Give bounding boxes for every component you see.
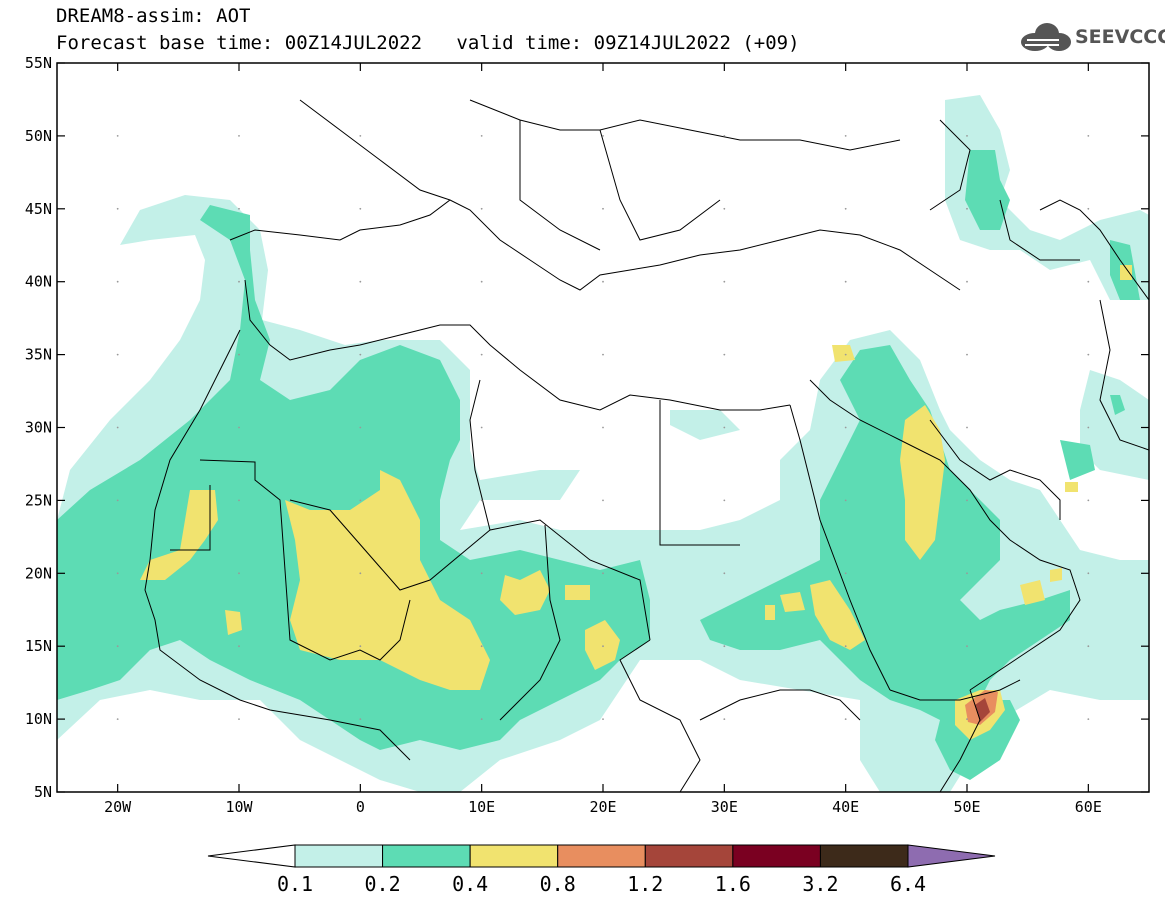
valid-time-label: valid time: 09Z14JUL2022 (+09) bbox=[456, 32, 800, 54]
lon-axis: 20W 10W 0 10E 20E 30E 40E 50E 60E bbox=[104, 63, 1102, 816]
colorbar-swatch bbox=[644, 844, 734, 868]
colorbar-swatch bbox=[819, 844, 909, 868]
country-borders bbox=[144, 99, 1149, 792]
lon-tick-label: 20E bbox=[589, 798, 616, 816]
colorbar-label: 1.6 bbox=[714, 872, 751, 896]
cloud-icon bbox=[1021, 23, 1071, 51]
lon-tick-label: 10E bbox=[468, 798, 495, 816]
colorbar-label: 0.8 bbox=[539, 872, 576, 896]
colorbar-over-triangle bbox=[907, 844, 996, 868]
seevccc-logo: SEEVCCC bbox=[1017, 20, 1165, 54]
colorbar-label: 6.4 bbox=[889, 872, 927, 896]
colorbar-under-triangle bbox=[207, 844, 296, 868]
colorbar-label: 3.2 bbox=[802, 872, 839, 896]
lat-axis: 55N 50N 45N 40N 35N 30N 25N 20N 15N 10N 5N bbox=[25, 54, 1149, 801]
map-title: DREAM8-assim: AOT bbox=[56, 5, 251, 27]
lon-tick-label: 60E bbox=[1075, 798, 1102, 816]
lat-tick-label: 45N bbox=[25, 200, 52, 218]
colorbar-swatch bbox=[469, 844, 559, 868]
lat-tick-label: 55N bbox=[25, 54, 52, 72]
colorbar bbox=[207, 844, 996, 868]
lat-tick-label: 20N bbox=[25, 564, 52, 582]
colorbar-label: 1.2 bbox=[627, 872, 664, 896]
graticule bbox=[116, 135, 1090, 720]
lat-tick-label: 35N bbox=[25, 346, 52, 364]
lat-tick-label: 5N bbox=[34, 783, 52, 801]
lat-tick-label: 10N bbox=[25, 710, 52, 728]
aot-level-0.4 bbox=[140, 265, 1132, 740]
logo-text: SEEVCCC bbox=[1075, 26, 1165, 48]
lon-tick-label: 30E bbox=[711, 798, 738, 816]
aot-level-0.2 bbox=[57, 150, 1140, 780]
lat-tick-label: 25N bbox=[25, 491, 52, 509]
colorbar-label: 0.2 bbox=[364, 872, 401, 896]
colorbar-swatch bbox=[382, 844, 471, 868]
lon-tick-label: 10W bbox=[225, 798, 253, 816]
lon-tick-label: 20W bbox=[104, 798, 132, 816]
colorbar-swatch bbox=[732, 844, 821, 868]
colorbar-label: 0.4 bbox=[452, 872, 489, 896]
base-time-label: Forecast base time: 00Z14JUL2022 bbox=[56, 32, 423, 54]
lat-tick-label: 50N bbox=[25, 127, 52, 145]
aot-field bbox=[57, 95, 1149, 792]
colorbar-swatch bbox=[294, 844, 384, 868]
lat-tick-label: 30N bbox=[25, 419, 52, 437]
lat-tick-label: 40N bbox=[25, 273, 52, 291]
lat-tick-label: 15N bbox=[25, 637, 52, 655]
colorbar-label: 0.1 bbox=[276, 872, 314, 896]
lon-tick-label: 0 bbox=[356, 798, 365, 816]
forecast-time-line: Forecast base time: 00Z14JUL2022 valid t… bbox=[56, 33, 800, 53]
colorbar-swatch bbox=[557, 844, 646, 868]
lon-tick-label: 40E bbox=[832, 798, 859, 816]
lon-tick-label: 50E bbox=[953, 798, 980, 816]
